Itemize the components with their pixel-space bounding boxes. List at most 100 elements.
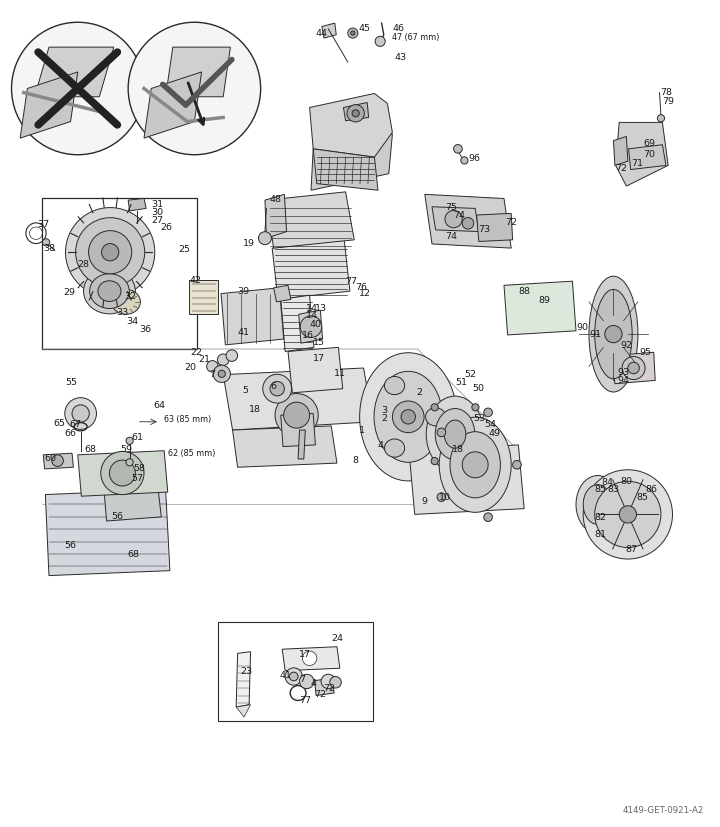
Text: 69: 69: [643, 140, 655, 148]
Text: 56: 56: [112, 513, 124, 521]
Text: 81: 81: [595, 530, 607, 538]
Circle shape: [126, 459, 133, 466]
Text: 87: 87: [625, 545, 637, 553]
Circle shape: [330, 676, 341, 688]
Text: 42: 42: [189, 276, 202, 284]
Text: 24: 24: [331, 634, 343, 643]
Circle shape: [109, 460, 135, 486]
Ellipse shape: [576, 476, 619, 533]
Text: 71: 71: [631, 160, 643, 168]
Circle shape: [321, 674, 336, 689]
Text: 45: 45: [359, 24, 371, 32]
Text: 18: 18: [452, 446, 464, 454]
Text: 82: 82: [595, 514, 607, 522]
Text: 32: 32: [124, 293, 136, 301]
Circle shape: [619, 506, 636, 523]
Text: 95: 95: [639, 348, 652, 356]
Ellipse shape: [89, 274, 130, 308]
Text: 56: 56: [64, 542, 76, 550]
Text: 73: 73: [478, 226, 490, 234]
Polygon shape: [322, 23, 336, 38]
Circle shape: [484, 408, 492, 417]
Text: 65: 65: [53, 419, 66, 428]
Text: 67: 67: [70, 420, 82, 428]
Polygon shape: [311, 134, 392, 190]
Circle shape: [513, 461, 521, 469]
Text: 60: 60: [45, 455, 57, 463]
Text: 61: 61: [131, 433, 143, 442]
Polygon shape: [315, 678, 334, 696]
Text: 6: 6: [271, 382, 276, 390]
Circle shape: [102, 244, 119, 261]
Circle shape: [583, 470, 672, 559]
Ellipse shape: [112, 289, 140, 314]
Text: 12: 12: [359, 289, 371, 298]
Text: 17: 17: [312, 355, 325, 363]
Circle shape: [462, 452, 488, 478]
Text: 88: 88: [518, 288, 531, 296]
Circle shape: [462, 218, 474, 229]
Text: 15: 15: [312, 338, 325, 347]
Text: 1: 1: [359, 426, 364, 434]
Polygon shape: [299, 310, 323, 343]
Polygon shape: [233, 426, 337, 467]
Text: 74: 74: [445, 232, 457, 241]
Text: 68: 68: [127, 550, 140, 558]
Circle shape: [431, 457, 438, 465]
Polygon shape: [281, 295, 314, 351]
Ellipse shape: [444, 420, 466, 448]
Text: 41: 41: [238, 328, 250, 337]
Text: 14: 14: [306, 312, 318, 320]
Ellipse shape: [84, 268, 135, 313]
Text: 33: 33: [117, 308, 129, 317]
Text: 64: 64: [153, 401, 166, 409]
Text: 14: 14: [306, 304, 318, 313]
Circle shape: [454, 145, 462, 153]
Circle shape: [352, 110, 359, 117]
Text: 57: 57: [132, 475, 144, 483]
Text: 83: 83: [608, 485, 620, 494]
Text: 31: 31: [151, 200, 163, 208]
Circle shape: [437, 428, 446, 437]
Text: 55: 55: [66, 378, 78, 386]
Circle shape: [300, 316, 322, 337]
Ellipse shape: [583, 485, 612, 524]
Text: 76: 76: [355, 284, 367, 292]
Text: 2: 2: [382, 414, 387, 423]
Circle shape: [284, 402, 310, 428]
Polygon shape: [282, 647, 340, 671]
Text: 96: 96: [468, 155, 480, 163]
Ellipse shape: [384, 376, 405, 394]
Text: 49: 49: [488, 429, 500, 437]
Polygon shape: [45, 490, 170, 576]
Text: 47 (67 mm): 47 (67 mm): [392, 33, 440, 41]
Circle shape: [258, 232, 271, 245]
Circle shape: [472, 404, 479, 411]
Text: 13: 13: [315, 304, 328, 313]
Text: 39: 39: [238, 288, 250, 296]
Text: 62 (85 mm): 62 (85 mm): [168, 449, 216, 457]
Text: 29: 29: [63, 289, 76, 297]
Ellipse shape: [439, 417, 511, 513]
Polygon shape: [281, 414, 315, 447]
Circle shape: [76, 218, 145, 287]
Text: 89: 89: [539, 296, 551, 304]
Text: 91: 91: [589, 330, 601, 338]
Text: 5: 5: [243, 386, 248, 394]
Polygon shape: [43, 453, 73, 469]
Text: 92: 92: [621, 342, 633, 350]
Text: 19: 19: [243, 240, 256, 248]
Polygon shape: [288, 347, 343, 393]
Text: 7: 7: [299, 676, 305, 684]
Text: 66: 66: [65, 429, 77, 437]
Text: 77: 77: [299, 696, 311, 705]
Circle shape: [289, 672, 298, 681]
Text: 28: 28: [78, 261, 90, 269]
Ellipse shape: [374, 371, 442, 462]
Text: 58: 58: [133, 464, 145, 472]
Text: 50: 50: [472, 385, 485, 393]
Text: 74: 74: [454, 212, 466, 220]
Ellipse shape: [450, 432, 500, 498]
Circle shape: [101, 452, 144, 495]
Polygon shape: [272, 240, 350, 299]
